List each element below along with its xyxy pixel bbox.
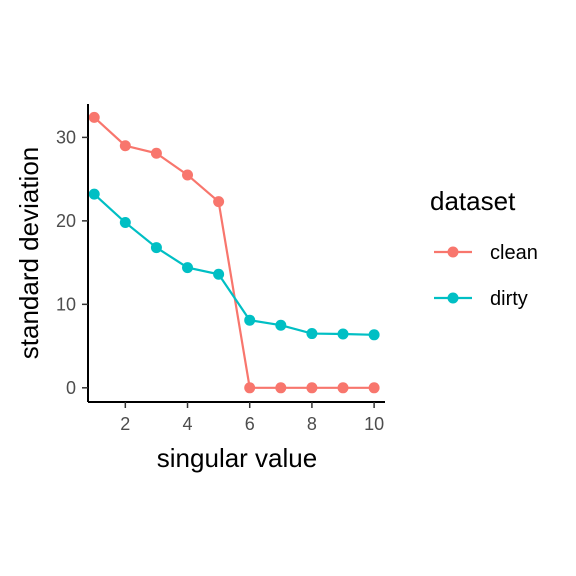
y-tick-label: 30 (56, 127, 76, 147)
legend: dataset clean dirty (430, 186, 538, 310)
x-tick-label: 10 (364, 414, 384, 434)
data-point-clean (213, 196, 225, 208)
data-point-clean (275, 382, 287, 394)
y-ticks: 0 10 20 30 (56, 127, 88, 398)
data-point-dirty (150, 242, 162, 254)
legend-item-dirty: dirty (434, 288, 528, 310)
x-tick-label: 8 (307, 414, 317, 434)
legend-label: clean (490, 242, 538, 264)
data-point-clean (88, 111, 100, 123)
y-tick-label: 20 (56, 211, 76, 231)
data-point-clean (150, 147, 162, 159)
data-point-clean (368, 382, 380, 394)
data-point-dirty (213, 268, 225, 280)
plot-area (88, 111, 380, 394)
data-point-dirty (368, 329, 380, 341)
data-point-dirty (244, 314, 256, 326)
data-point-dirty (337, 328, 349, 340)
data-point-clean (244, 382, 256, 394)
legend-item-clean: clean (434, 242, 538, 264)
y-axis-title: standard deviation (14, 147, 44, 359)
y-tick-label: 10 (56, 294, 76, 314)
x-tick-label: 6 (245, 414, 255, 434)
data-point-dirty (119, 217, 131, 229)
data-point-dirty (306, 328, 318, 340)
y-tick-label: 0 (66, 378, 76, 398)
series-dirty (88, 188, 380, 341)
series-line-dirty (93, 193, 375, 336)
legend-label: dirty (490, 288, 528, 310)
legend-key-point (447, 246, 459, 258)
data-point-dirty (88, 188, 100, 200)
data-point-dirty (275, 319, 287, 331)
series-line-clean (93, 116, 375, 389)
x-axis-title: singular value (157, 443, 317, 473)
data-point-clean (119, 140, 131, 152)
legend-key-point (447, 292, 459, 304)
data-point-clean (306, 382, 318, 394)
axes: 2 4 6 8 10 0 10 20 30 (56, 104, 385, 434)
data-point-dirty (182, 262, 194, 274)
x-ticks: 2 4 6 8 10 (120, 402, 384, 434)
data-point-clean (337, 382, 349, 394)
legend-title: dataset (430, 186, 516, 216)
legend-items: clean dirty (434, 242, 538, 310)
x-tick-label: 4 (183, 414, 193, 434)
series-clean (88, 111, 380, 394)
x-tick-label: 2 (120, 414, 130, 434)
data-point-clean (182, 169, 194, 181)
